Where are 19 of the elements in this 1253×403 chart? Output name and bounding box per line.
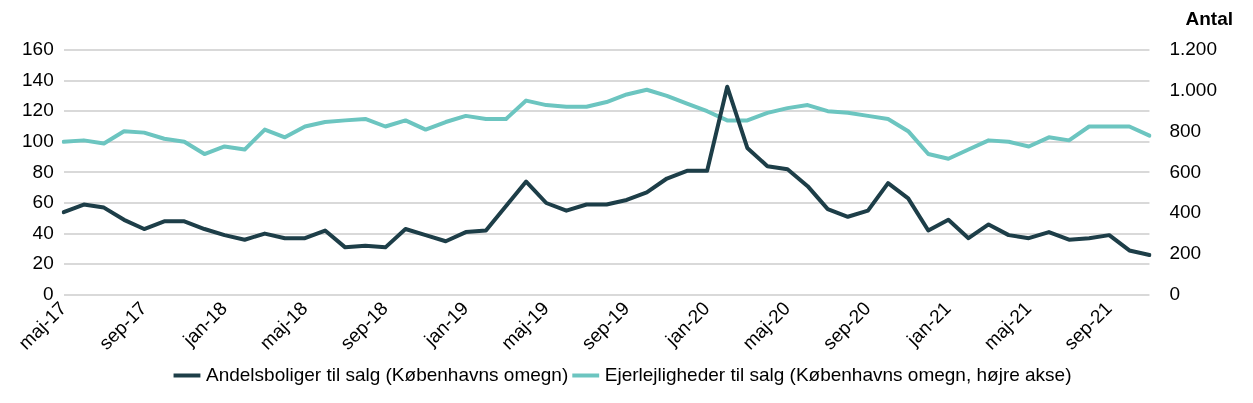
y2-tick-label: 800 (1169, 119, 1202, 141)
y-tick-label: 100 (22, 130, 54, 152)
y2-tick-label: 1.000 (1169, 79, 1217, 101)
y2-tick-label: 400 (1169, 201, 1202, 223)
y2-tick-label: 0 (1169, 283, 1181, 305)
legend-label: Andelsboliger til salg (Københavns omegn) (205, 363, 569, 385)
y-tick-label: 80 (32, 160, 54, 182)
y2-tick-label: 200 (1169, 242, 1202, 264)
y2-tick-label: 600 (1169, 160, 1202, 182)
y2-tick-label: 1.200 (1169, 38, 1217, 60)
y-tick-label: 0 (43, 283, 54, 305)
y2-axis-title: Antal (1185, 7, 1233, 29)
y-tick-label: 60 (32, 191, 54, 213)
legend-label: Ejerlejligheder til salg (Københavns omegn, højre akse) (604, 363, 1072, 385)
y-tick-label: 120 (22, 99, 54, 121)
y-tick-label: 40 (32, 221, 54, 243)
y-tick-label: 140 (22, 68, 54, 90)
y-tick-label: 20 (32, 252, 54, 274)
y-tick-label: 160 (22, 38, 54, 60)
